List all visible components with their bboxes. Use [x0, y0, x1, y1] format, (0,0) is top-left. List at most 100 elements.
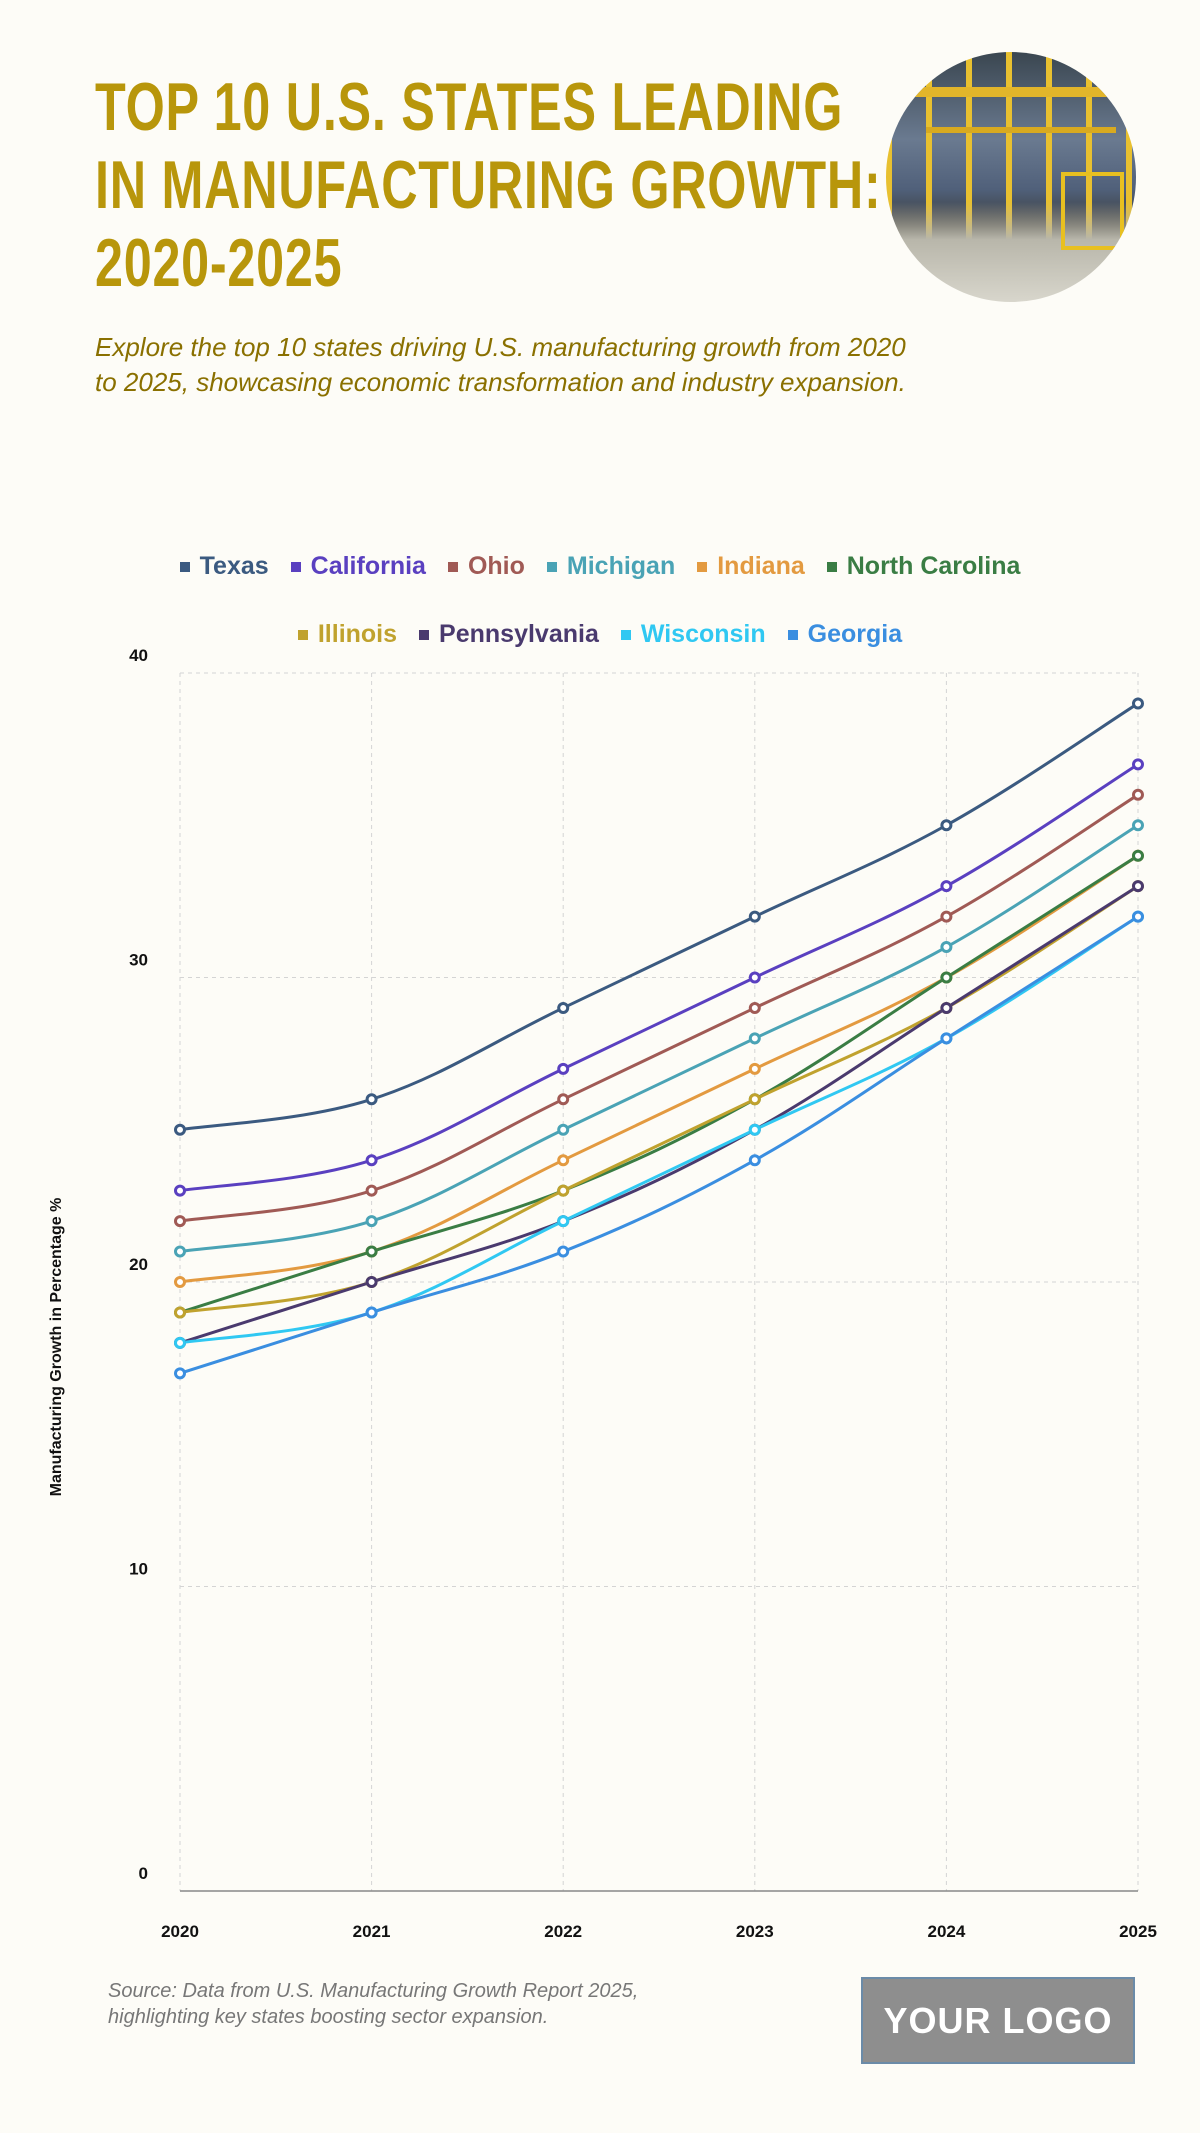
- data-point: [174, 1306, 186, 1319]
- legend-swatch: [290, 561, 301, 572]
- data-point: [748, 1123, 761, 1136]
- source-line: highlighting key states boosting sector …: [108, 2006, 549, 2028]
- data-point: [748, 1154, 761, 1167]
- y-tick-label: 0: [139, 1864, 148, 1883]
- data-point: [174, 1184, 186, 1197]
- data-point: [1132, 880, 1144, 893]
- data-point: [174, 1367, 186, 1380]
- data-point: [365, 1306, 378, 1319]
- data-point: [365, 1215, 378, 1228]
- series-line-georgia: [179, 915, 1139, 1375]
- data-point: [748, 1093, 761, 1106]
- data-point: [174, 1245, 186, 1258]
- subtitle: Explore the top 10 states driving U.S. m…: [95, 332, 906, 397]
- series-line-north-carolina: [179, 854, 1139, 1314]
- data-point: [365, 1154, 378, 1167]
- data-point: [748, 1062, 761, 1075]
- legend-swatch: [697, 561, 708, 572]
- data-point: [174, 1276, 186, 1288]
- legend-item[interactable]: California: [290, 552, 426, 581]
- data-point: [557, 1062, 570, 1075]
- y-tick-label: 40: [129, 646, 148, 665]
- title-line: 2020-2025: [95, 225, 343, 301]
- legend-label: Indiana: [717, 552, 805, 580]
- data-point: [748, 1032, 761, 1045]
- data-point: [1132, 849, 1144, 862]
- legend-row: Texas California Ohio Michigan Indiana North …: [0, 552, 1200, 581]
- legend-label: Illinois: [317, 620, 398, 648]
- legend-item[interactable]: Georgia: [787, 620, 903, 649]
- data-point: [174, 1336, 186, 1349]
- legend-item[interactable]: Ohio: [447, 552, 525, 581]
- legend-item[interactable]: Pennsylvania: [419, 620, 599, 649]
- legend-label: Michigan: [566, 552, 676, 580]
- data-point: [1132, 819, 1144, 832]
- data-point: [940, 880, 953, 893]
- x-tick-label: 2021: [353, 1922, 391, 1941]
- data-point: [940, 1001, 953, 1014]
- legend-label: North Carolina: [846, 552, 1021, 580]
- legend-swatch: [447, 561, 458, 572]
- data-point: [174, 1215, 186, 1228]
- legend-row: Illinois Pennsylvania Wisconsin Georgia: [0, 620, 1200, 649]
- data-point: [557, 1001, 570, 1014]
- series-line-pennsylvania: [179, 884, 1139, 1345]
- legend-swatch: [826, 561, 837, 572]
- series-line-california: [179, 763, 1139, 1193]
- factory-photo: [886, 52, 1136, 302]
- data-point: [365, 1093, 378, 1106]
- legend-label: Pennsylvania: [439, 620, 599, 648]
- legend-item[interactable]: Indiana: [697, 552, 805, 581]
- source-note: Source: Data from U.S. Manufacturing Gro…: [108, 1978, 638, 2030]
- logo-placeholder: YOUR LOGO: [861, 1977, 1135, 2064]
- data-point: [557, 1245, 570, 1258]
- data-point: [557, 1215, 570, 1228]
- legend-swatch: [297, 629, 308, 640]
- series-line-texas: [179, 702, 1139, 1132]
- legend-swatch: [620, 629, 631, 640]
- legend-label: Georgia: [807, 620, 903, 648]
- legend-label: Ohio: [467, 552, 525, 580]
- legend-item[interactable]: North Carolina: [826, 552, 1021, 581]
- title-line: IN MANUFACTURING GROWTH:: [95, 147, 882, 223]
- series-line-michigan: [179, 823, 1139, 1254]
- title-line: TOP 10 U.S. STATES LEADING: [95, 69, 844, 145]
- y-tick-label: 10: [129, 1560, 148, 1579]
- x-tick-label: 2025: [1119, 1922, 1157, 1941]
- data-point: [365, 1184, 378, 1197]
- data-point: [940, 819, 953, 832]
- y-axis-label: Manufacturing Growth in Percentage %: [48, 1197, 65, 1497]
- x-tick-label: 2024: [927, 1922, 965, 1941]
- legend-item[interactable]: Texas: [179, 552, 269, 581]
- legend-item[interactable]: Michigan: [546, 552, 676, 581]
- data-point: [557, 1093, 570, 1106]
- data-point: [940, 910, 953, 923]
- legend-swatch: [546, 561, 557, 572]
- legend-swatch: [179, 561, 190, 572]
- data-point: [1132, 910, 1144, 923]
- x-tick-label: 2022: [544, 1922, 582, 1941]
- data-point: [365, 1276, 378, 1288]
- data-point: [940, 1032, 953, 1045]
- data-point: [940, 941, 953, 954]
- legend-item[interactable]: Wisconsin: [620, 620, 766, 649]
- data-point: [557, 1154, 570, 1167]
- source-line: Source: Data from U.S. Manufacturing Gro…: [108, 1980, 639, 2002]
- x-tick-label: 2023: [736, 1922, 774, 1941]
- series-line-ohio: [179, 793, 1139, 1223]
- data-point: [748, 1001, 761, 1014]
- data-point: [557, 1184, 570, 1197]
- data-point: [748, 910, 761, 923]
- legend-label: Wisconsin: [640, 620, 766, 648]
- data-point: [1132, 697, 1144, 710]
- data-point: [748, 971, 761, 984]
- legend-swatch: [787, 629, 798, 640]
- legend-swatch: [419, 629, 430, 640]
- data-point: [557, 1123, 570, 1136]
- legend-item[interactable]: Illinois: [297, 620, 398, 649]
- data-point: [1132, 788, 1144, 801]
- data-point: [940, 971, 953, 984]
- data-point: [365, 1245, 378, 1258]
